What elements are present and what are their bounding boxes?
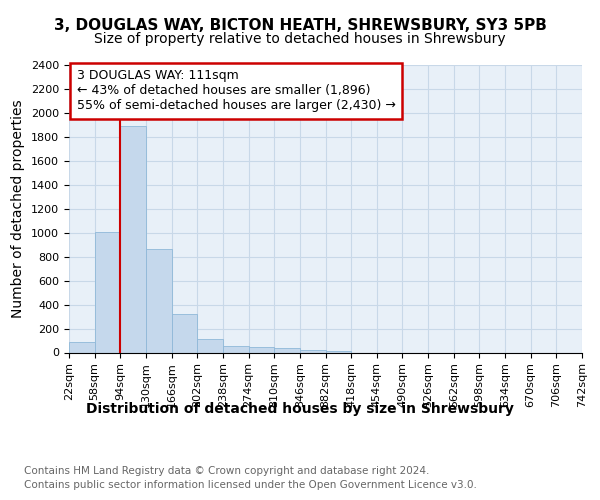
Bar [223, 346, 248, 352]
Text: 3 DOUGLAS WAY: 111sqm
← 43% of detached houses are smaller (1,896)
55% of semi-d: 3 DOUGLAS WAY: 111sqm ← 43% of detached … [77, 70, 395, 112]
Text: Distribution of detached houses by size in Shrewsbury: Distribution of detached houses by size … [86, 402, 514, 416]
Bar [300, 350, 325, 352]
Text: Contains HM Land Registry data © Crown copyright and database right 2024.: Contains HM Land Registry data © Crown c… [24, 466, 430, 476]
Text: Contains public sector information licensed under the Open Government Licence v3: Contains public sector information licen… [24, 480, 477, 490]
Bar [248, 346, 274, 352]
Bar [146, 250, 172, 352]
Y-axis label: Number of detached properties: Number of detached properties [11, 100, 25, 318]
Bar [274, 348, 300, 352]
Bar [197, 338, 223, 352]
Bar [172, 314, 197, 352]
Bar [121, 126, 146, 352]
Bar [95, 232, 121, 352]
Text: 3, DOUGLAS WAY, BICTON HEATH, SHREWSBURY, SY3 5PB: 3, DOUGLAS WAY, BICTON HEATH, SHREWSBURY… [53, 18, 547, 32]
Text: Size of property relative to detached houses in Shrewsbury: Size of property relative to detached ho… [94, 32, 506, 46]
Bar [69, 342, 95, 352]
